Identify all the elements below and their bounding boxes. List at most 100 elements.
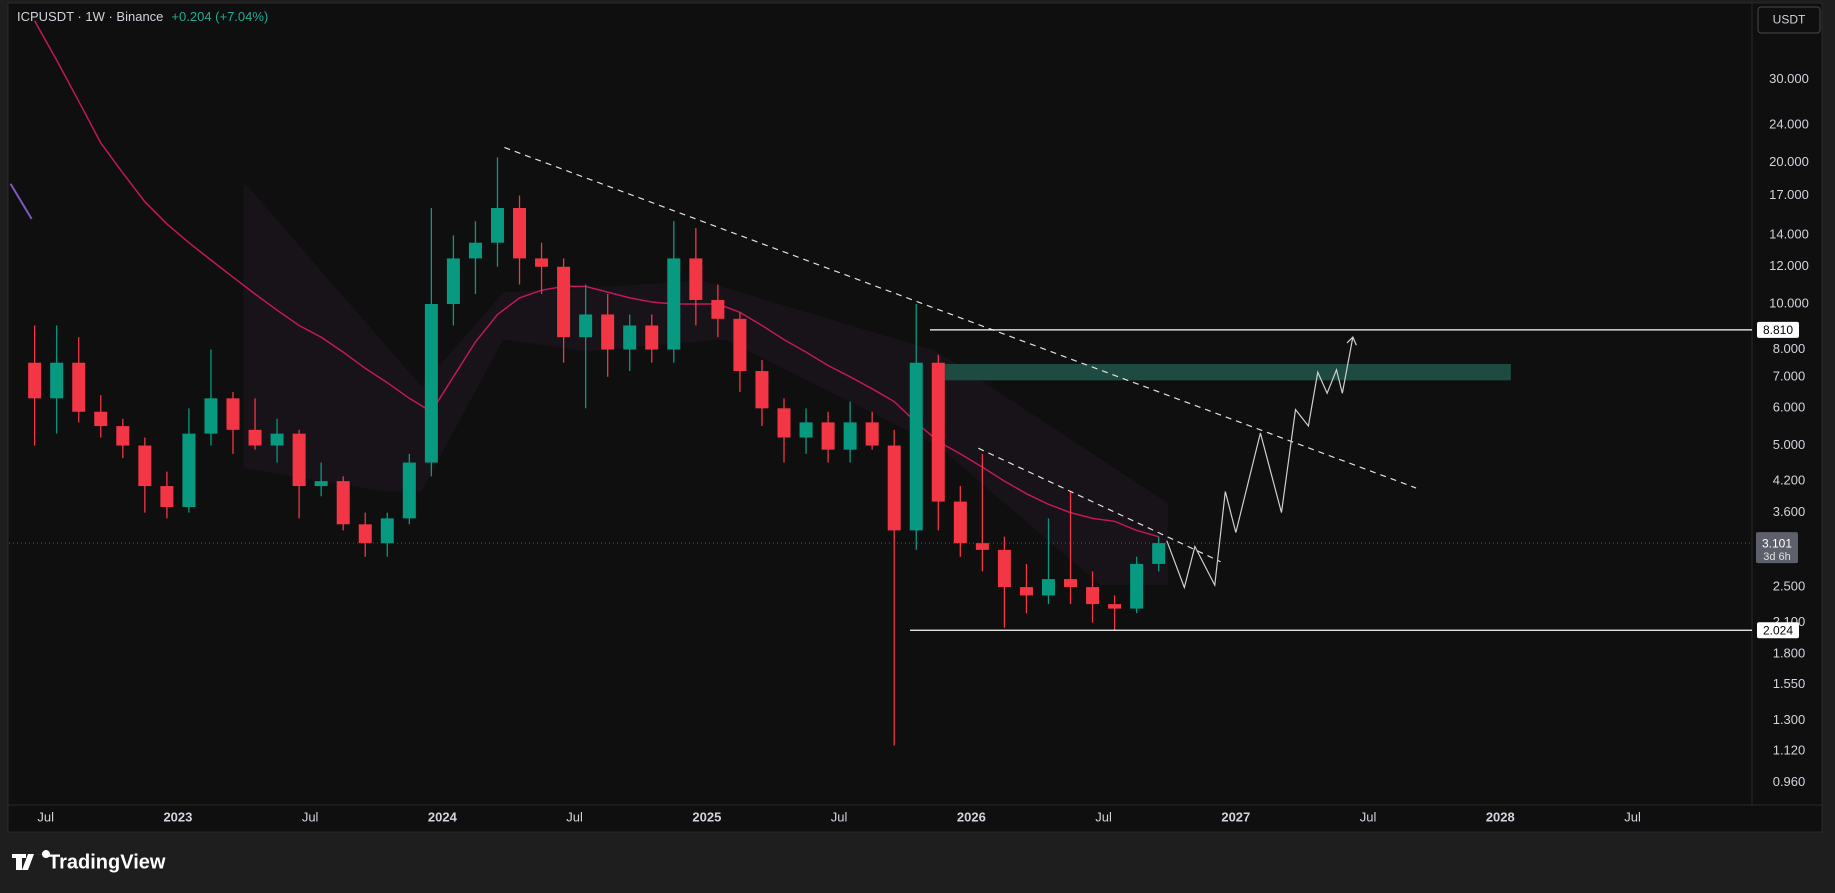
price-change: +0.204 (+7.04%) <box>171 9 268 24</box>
candle-body <box>402 462 416 519</box>
candle-body <box>755 371 769 409</box>
candle-body <box>711 299 725 319</box>
footer-logo: TradingView <box>12 850 166 873</box>
candle-body <box>843 422 857 450</box>
candle-body <box>975 543 989 550</box>
candle-body <box>226 398 240 430</box>
y-tick-label: 20.000 <box>1769 154 1809 169</box>
candle-body <box>204 398 218 434</box>
y-tick-label: 14.000 <box>1769 227 1809 242</box>
trendline <box>504 147 1416 488</box>
candle-body <box>535 258 549 267</box>
candle-body <box>424 303 438 463</box>
last-price-box <box>1756 532 1798 564</box>
candle-body <box>887 445 901 531</box>
y-tick-label: 1.120 <box>1773 742 1806 757</box>
y-tick-label: 10.000 <box>1769 295 1809 310</box>
candle-body <box>623 325 637 350</box>
candle-body <box>777 408 791 438</box>
x-tick-label: 2026 <box>957 809 986 824</box>
candle-body <box>248 429 262 446</box>
y-tick-label: 6.000 <box>1773 400 1806 415</box>
candle-body <box>160 486 174 508</box>
candle-body <box>336 481 350 525</box>
candle-body <box>1064 579 1078 588</box>
projection-arrow <box>1347 337 1356 345</box>
y-tick-label: 0.960 <box>1773 774 1806 789</box>
candle-body <box>314 481 328 487</box>
candle-body <box>138 445 152 487</box>
x-tick-label: 2023 <box>163 809 192 824</box>
drawings-over <box>504 147 1416 587</box>
candle-body <box>1130 563 1144 609</box>
x-tick-label: Jul <box>1095 809 1112 824</box>
trendline <box>978 448 1220 562</box>
candle-body <box>689 258 703 300</box>
candle-body <box>821 422 835 450</box>
x-tick-label: 2025 <box>692 809 721 824</box>
candle-body <box>270 433 284 446</box>
countdown-label: 3d 6h <box>1763 551 1791 563</box>
candle-body <box>490 208 504 243</box>
candle-body <box>50 362 64 399</box>
level-box <box>1757 321 1799 338</box>
candle-body <box>865 422 879 446</box>
candle-body <box>446 258 460 304</box>
level-box <box>1757 622 1799 639</box>
y-tick-label: 3.600 <box>1773 504 1806 519</box>
candle-body <box>468 242 482 259</box>
candle-body <box>733 318 747 372</box>
candle-body <box>182 433 196 508</box>
y-tick-label: 1.550 <box>1773 676 1806 691</box>
candle-body <box>953 501 967 544</box>
x-tick-label: Jul <box>37 809 54 824</box>
y-tick-label: 24.000 <box>1769 117 1809 132</box>
logo-text: TradingView <box>48 851 166 873</box>
y-tick-label: 2.500 <box>1773 579 1806 594</box>
y-tick-label: 30.000 <box>1769 71 1809 86</box>
candle-body <box>292 433 306 487</box>
candle-body <box>667 258 681 350</box>
candle-body <box>1086 587 1100 605</box>
candle-body <box>931 362 945 502</box>
candle-body <box>72 362 86 412</box>
moving-average <box>33 20 1159 538</box>
x-tick-label: Jul <box>1360 809 1377 824</box>
candle-body <box>601 314 615 350</box>
candle-body <box>799 422 813 438</box>
y-tick-label: 5.000 <box>1773 437 1806 452</box>
candle-body <box>28 362 42 399</box>
candle-body <box>116 426 130 446</box>
x-tick-label: Jul <box>1624 809 1641 824</box>
candle-body <box>1041 579 1055 596</box>
y-tick-label: 7.000 <box>1773 368 1806 383</box>
candle-body <box>94 411 108 427</box>
y-tick-label: 17.000 <box>1769 187 1809 202</box>
y-tick-label: 1.300 <box>1773 712 1806 727</box>
last-price-label: 3.101 <box>1762 536 1792 550</box>
currency-button[interactable] <box>1757 6 1821 34</box>
candle-body <box>579 314 593 338</box>
y-tick-label: 12.000 <box>1769 258 1809 273</box>
y-tick-label: 1.800 <box>1773 646 1806 661</box>
x-tick-label: 2024 <box>428 809 458 824</box>
level-label: 8.810 <box>1763 323 1793 337</box>
indicator-stub <box>11 184 32 219</box>
x-tick-label: Jul <box>831 809 848 824</box>
x-tick-label: 2028 <box>1486 809 1515 824</box>
x-tick-label: 2027 <box>1221 809 1250 824</box>
y-tick-label: 8.000 <box>1773 341 1806 356</box>
candle-body <box>1108 604 1122 609</box>
candle-body <box>557 266 571 338</box>
y-tick-label: 4.200 <box>1773 473 1806 488</box>
x-tick-label: Jul <box>302 809 319 824</box>
symbol-title: ICPUSDT · 1W · Binance <box>17 9 163 24</box>
candle-body <box>358 524 372 544</box>
x-tick-label: Jul <box>566 809 583 824</box>
candle-body <box>380 518 394 544</box>
candle-body <box>513 208 527 259</box>
plot <box>9 20 1752 746</box>
currency-label[interactable]: USDT <box>1773 13 1806 27</box>
